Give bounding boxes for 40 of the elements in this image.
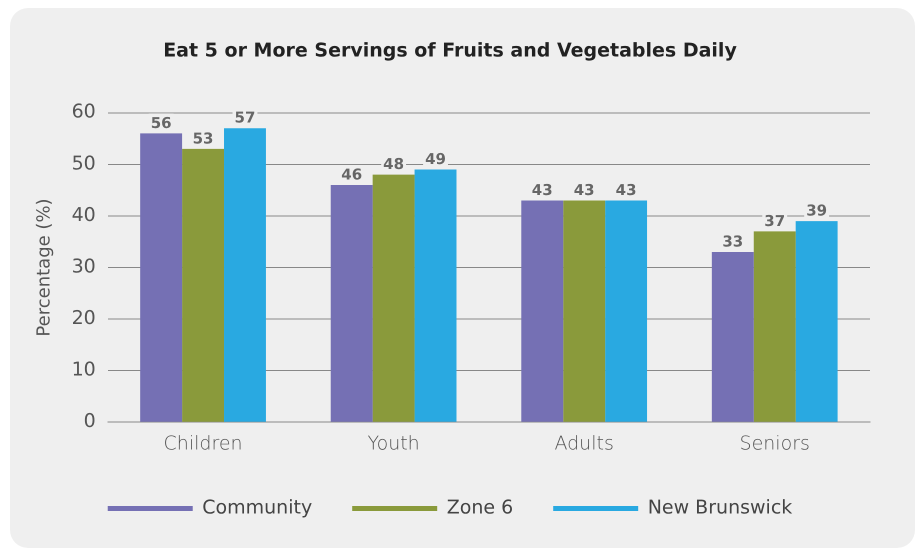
y-tick-label: 0 bbox=[84, 410, 96, 432]
y-tick-label: 10 bbox=[72, 358, 96, 381]
chart-title: Eat 5 or More Servings of Fruits and Vegetables Daily bbox=[163, 39, 738, 62]
x-tick-label: Adults bbox=[554, 432, 614, 455]
x-tick-label: Seniors bbox=[740, 432, 810, 455]
data-label: 43 bbox=[532, 180, 553, 199]
bar bbox=[140, 133, 182, 422]
bar bbox=[796, 221, 838, 422]
data-label: 48 bbox=[383, 155, 404, 174]
y-axis-title: Percentage (%) bbox=[33, 198, 54, 337]
x-tick-label: Children bbox=[164, 432, 243, 455]
data-label: 43 bbox=[574, 180, 595, 199]
data-label: 57 bbox=[234, 108, 256, 127]
y-tick-label: 20 bbox=[72, 307, 96, 330]
bar bbox=[605, 200, 648, 422]
bar bbox=[563, 200, 606, 422]
bar bbox=[330, 184, 373, 422]
bar bbox=[521, 200, 564, 422]
bar bbox=[414, 170, 456, 422]
bar bbox=[182, 148, 224, 422]
data-label: 46 bbox=[341, 165, 362, 184]
bar bbox=[754, 231, 796, 422]
data-label: 39 bbox=[806, 201, 828, 220]
data-label: 53 bbox=[192, 129, 214, 148]
legend-label: New Brunswick bbox=[648, 496, 792, 518]
data-label: 37 bbox=[764, 212, 786, 230]
legend-label: Zone 6 bbox=[446, 496, 514, 518]
data-label: 56 bbox=[150, 114, 172, 132]
y-tick-label: 60 bbox=[72, 100, 96, 123]
y-tick-label: 40 bbox=[72, 204, 96, 226]
bar bbox=[372, 174, 415, 422]
bar bbox=[712, 252, 754, 422]
data-label: 49 bbox=[425, 150, 446, 168]
bar bbox=[224, 128, 266, 422]
legend-label: Community bbox=[202, 496, 312, 518]
y-tick-label: 30 bbox=[72, 255, 96, 278]
data-label: 33 bbox=[722, 232, 744, 250]
x-tick-label: Youth bbox=[367, 432, 420, 455]
data-label: 43 bbox=[616, 180, 637, 199]
y-tick-label: 50 bbox=[72, 152, 96, 174]
